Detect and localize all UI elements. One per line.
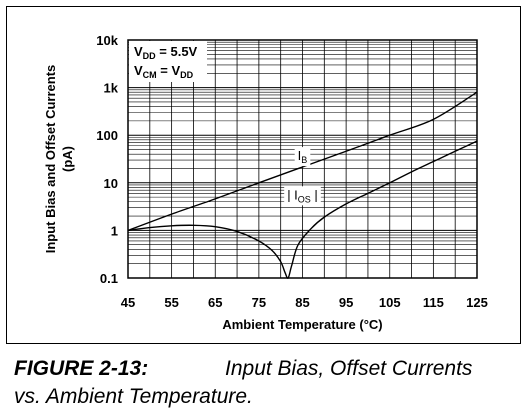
- y-tick-label: 100: [96, 128, 118, 143]
- condition-line: VCM = VDD: [134, 63, 194, 80]
- x-tick-label: 85: [295, 295, 309, 310]
- figure-number: FIGURE 2-13:: [14, 357, 149, 380]
- y-tick-label: 1: [111, 223, 118, 238]
- caption-line-2: vs. Ambient Temperature.: [14, 385, 253, 408]
- temperature-chart: 45 55 65 75 85 95 105 115 125 0.1 1 10 100 1k 10k VDD…: [43, 33, 488, 332]
- series-label-background: [284, 186, 321, 206]
- x-tick-label: 95: [339, 295, 353, 310]
- y-tick-label: 10: [104, 176, 118, 191]
- series-labels: IB | IOS |: [284, 147, 321, 206]
- x-axis-title: Ambient Temperature (°C): [222, 317, 382, 332]
- x-tick-labels: 45 55 65 75 85 95 105 115 125: [121, 295, 488, 310]
- series-label: | IOS |: [287, 187, 318, 204]
- condition-line: VDD = 5.5V: [134, 44, 198, 61]
- caption-line-1: Input Bias, Offset Currents: [225, 357, 473, 380]
- x-tick-label: 125: [466, 295, 488, 310]
- y-axis-title-line: (pA): [60, 146, 75, 172]
- x-tick-label: 105: [379, 295, 401, 310]
- series-line: [127, 140, 478, 279]
- x-tick-label: 115: [423, 295, 444, 310]
- chart-frame: [6, 6, 521, 344]
- series-label-background: [294, 147, 311, 167]
- y-axis-title-line: Input Bias and Offset Currents: [43, 65, 58, 254]
- conditions-background: [129, 41, 207, 82]
- y-tick-labels: 0.1 1 10 100 1k 10k: [96, 33, 118, 286]
- x-tick-label: 45: [121, 295, 135, 310]
- y-tick-label: 0.1: [100, 271, 118, 286]
- figure-caption: FIGURE 2-13: Input Bias, Offset Currents …: [14, 355, 519, 411]
- series-label: IB: [298, 148, 308, 165]
- y-axis-title: Input Bias and Offset Currents (pA): [43, 65, 75, 254]
- x-tick-label: 75: [252, 295, 266, 310]
- x-tick-label: 65: [208, 295, 222, 310]
- series-layer: [127, 91, 478, 279]
- y-tick-label: 1k: [104, 81, 119, 96]
- y-tick-label: 10k: [96, 33, 118, 48]
- conditions-box: VDD = 5.5V VCM = VDD: [129, 41, 207, 82]
- series-line: [127, 91, 478, 232]
- x-tick-label: 55: [164, 295, 178, 310]
- plot-area: [127, 39, 478, 279]
